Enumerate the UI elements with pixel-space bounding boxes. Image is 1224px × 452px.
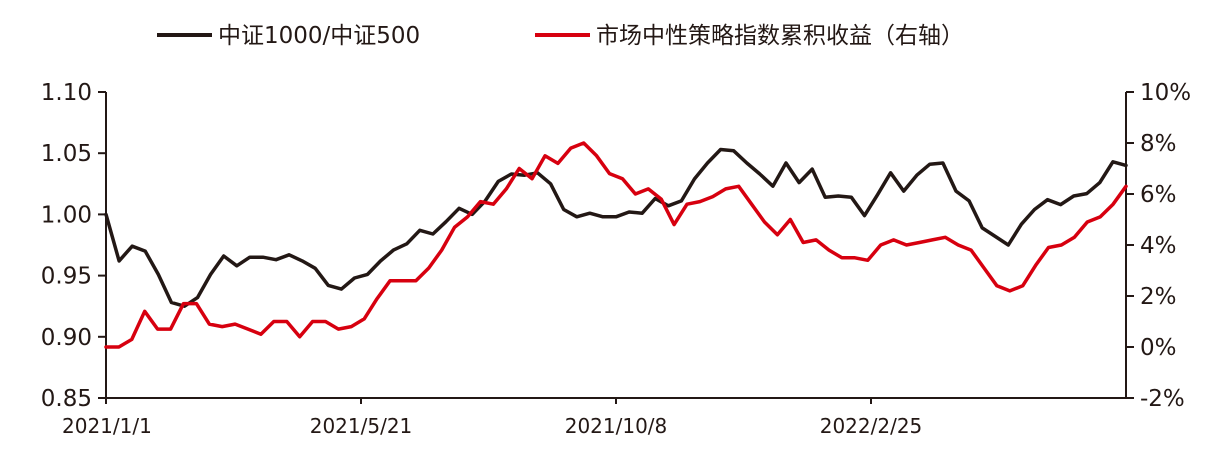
right-axis-tick-label: 8% [1140,131,1177,157]
right-axis-tick-label: 2% [1140,284,1177,310]
right-axis-tick-label: 6% [1140,182,1177,208]
right-axis-tick-label: 10% [1140,80,1191,106]
legend: 中证1000/中证500 市场中性策略指数累积收益（右轴） [157,23,964,49]
legend-label-series-1: 市场中性策略指数累积收益（右轴） [596,23,964,49]
x-axis-tick-label: 2021/1/1 [62,414,152,438]
x-axis-tick-label: 2021/5/21 [310,414,413,438]
left-axis-tick-label: 1.05 [41,141,92,167]
series-line-0 [104,147,1128,308]
right-axis-ticks: -2% 0% 2% 4% 6% 8% 10% [1126,80,1191,412]
axes [105,92,1127,399]
legend-label-series-0: 中证1000/中证500 [218,23,420,49]
x-axis-tick-label: 2022/2/25 [820,414,923,438]
left-axis-tick-label: 1.00 [41,202,92,228]
left-axis-tick-label: 0.90 [41,325,92,351]
right-axis-tick-label: -2% [1140,386,1185,412]
right-axis-tick-label: 4% [1140,233,1177,259]
left-axis-tick-label: 0.95 [41,264,92,290]
x-axis-tick-label: 2021/10/8 [565,414,668,438]
series-line-1 [104,141,1128,349]
left-axis-tick-label: 1.10 [41,80,92,106]
x-axis-ticks: 2021/1/1 2021/5/21 2021/10/8 2022/2/25 [62,398,922,438]
left-axis-tick-label: 0.85 [41,386,92,412]
left-axis-ticks: 0.85 0.90 0.95 1.00 1.05 1.10 [41,80,106,412]
right-axis-tick-label: 0% [1140,335,1177,361]
series-layer [104,141,1128,349]
